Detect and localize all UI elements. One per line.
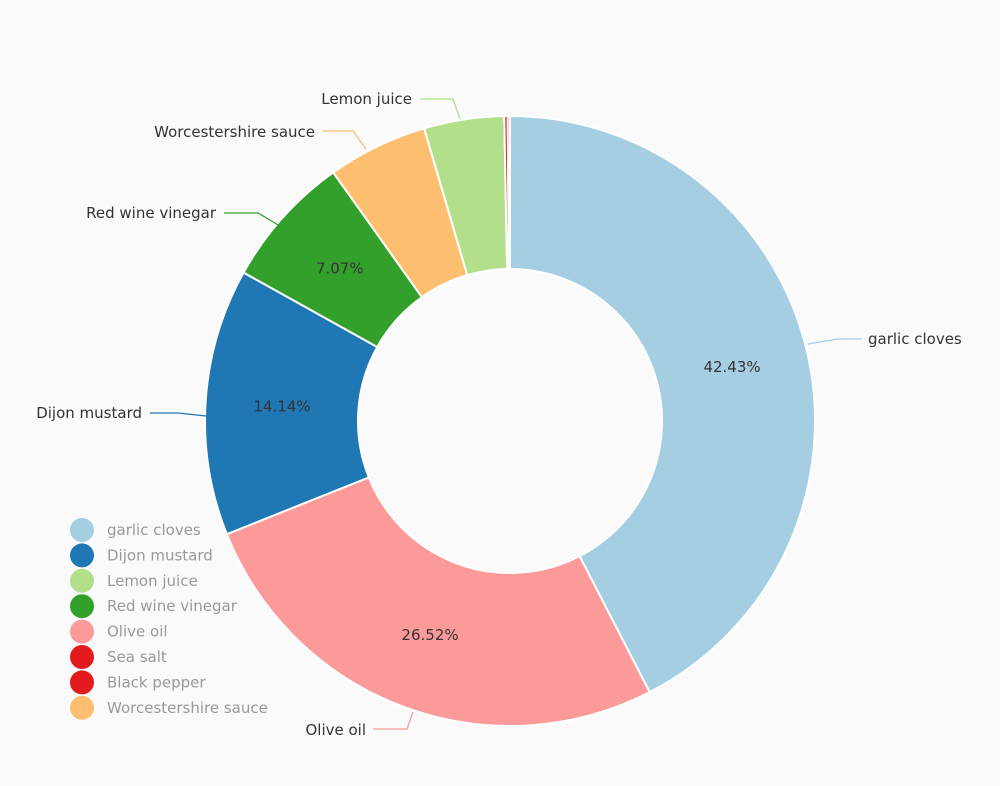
slices-layer	[204, 114, 816, 727]
legend-item-garlic-cloves[interactable]: garlic cloves	[70, 518, 201, 542]
legend-swatch-worcestershire-sauce	[70, 695, 94, 720]
pct-label-olive-oil: 26.52%	[401, 626, 458, 644]
callout-label-red-wine-vinegar: Red wine vinegar	[86, 204, 217, 222]
legend: garlic cloves Dijon mustard Lemon juice Red…	[70, 518, 268, 720]
leader-line-lemon-juice	[420, 98, 461, 120]
legend-item-lemon-juice[interactable]: Lemon juice	[70, 568, 198, 593]
legend-item-red-wine-vinegar[interactable]: Red wine vinegar	[70, 594, 238, 619]
legend-item-black-pepper[interactable]: Black pepper	[70, 670, 206, 695]
slice-olive-oil[interactable]	[225, 476, 652, 727]
pct-labels-layer: 42.43% 26.52% 14.14% 7.07%	[253, 260, 760, 645]
legend-swatch-olive-oil	[70, 619, 94, 644]
legend-label-olive-oil: Olive oil	[107, 623, 168, 641]
pct-label-dijon-mustard: 14.14%	[253, 397, 310, 415]
legend-swatch-dijon-mustard	[70, 543, 94, 568]
callout-label-olive-oil: Olive oil	[305, 721, 366, 739]
slice-dijon-mustard[interactable]	[204, 271, 379, 536]
legend-swatch-red-wine-vinegar	[70, 594, 94, 619]
legend-label-red-wine-vinegar: Red wine vinegar	[107, 597, 238, 615]
legend-swatch-garlic-cloves	[70, 518, 94, 542]
pct-label-red-wine-vinegar: 7.07%	[316, 260, 364, 278]
legend-item-worcestershire-sauce[interactable]: Worcestershire sauce	[70, 695, 268, 720]
leader-line-red-wine-vinegar	[224, 212, 281, 227]
legend-label-black-pepper: Black pepper	[107, 673, 206, 691]
legend-label-worcestershire-sauce: Worcestershire sauce	[107, 699, 268, 717]
leader-line-garlic-cloves	[807, 338, 862, 345]
legend-label-sea-salt: Sea salt	[107, 648, 167, 666]
legend-swatch-lemon-juice	[70, 568, 94, 593]
callout-label-dijon-mustard: Dijon mustard	[36, 404, 142, 422]
slice-garlic-cloves[interactable]	[509, 114, 816, 694]
legend-swatch-black-pepper	[70, 670, 94, 695]
callouts-layer: garlic cloves Olive oil Dijon mustard Red w…	[36, 90, 962, 739]
pct-label-garlic-cloves: 42.43%	[703, 358, 760, 376]
legend-item-olive-oil[interactable]: Olive oil	[70, 619, 168, 644]
leader-line-dijon-mustard	[150, 412, 207, 417]
slice-sea-salt[interactable]	[506, 114, 511, 271]
legend-label-lemon-juice: Lemon juice	[107, 572, 198, 590]
callout-label-lemon-juice: Lemon juice	[321, 90, 412, 108]
legend-item-dijon-mustard[interactable]: Dijon mustard	[70, 543, 213, 568]
leader-line-olive-oil	[373, 711, 414, 730]
legend-label-garlic-cloves: garlic cloves	[107, 521, 201, 539]
leader-line-worcestershire-sauce	[323, 130, 367, 150]
callout-label-garlic-cloves: garlic cloves	[868, 330, 962, 348]
legend-swatch-sea-salt	[70, 645, 94, 669]
callout-label-worcestershire-sauce: Worcestershire sauce	[154, 123, 315, 141]
legend-label-dijon-mustard: Dijon mustard	[107, 546, 213, 564]
legend-item-sea-salt[interactable]: Sea salt	[70, 645, 167, 669]
